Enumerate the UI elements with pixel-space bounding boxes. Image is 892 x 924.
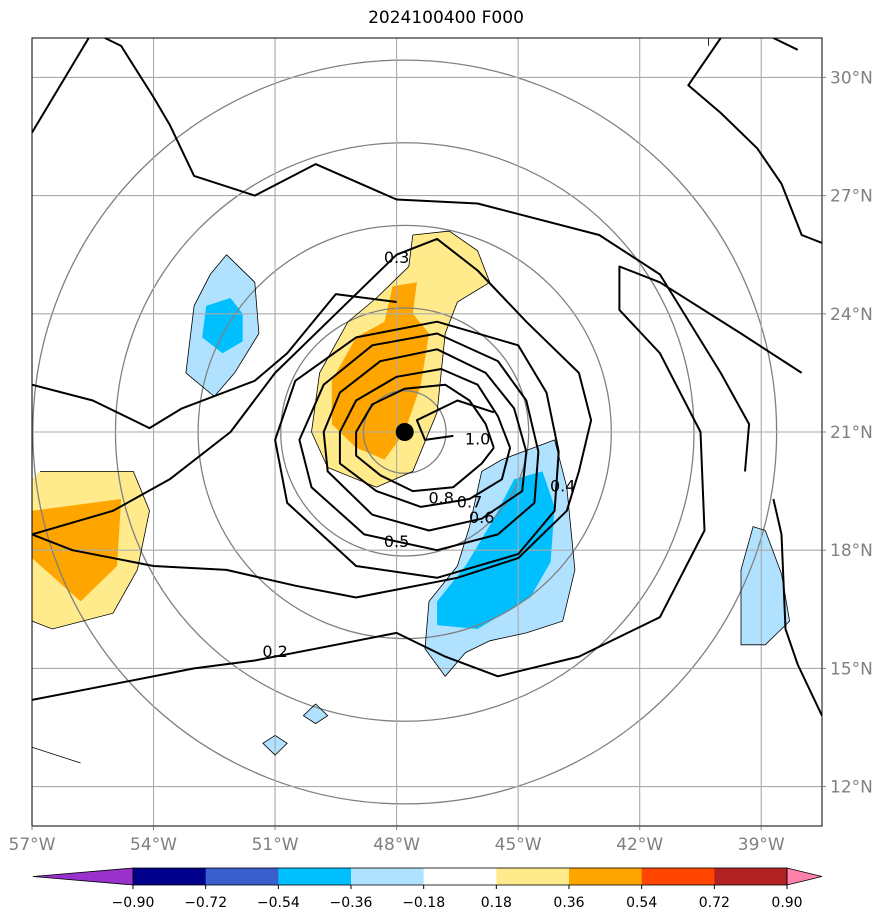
colorbar-segment: [351, 868, 425, 885]
colorbar-label: 0.90: [771, 895, 802, 911]
contour-line: [687, 38, 822, 244]
contour-line: [274, 320, 560, 579]
y-tick-label: 18°N: [830, 541, 873, 561]
contour-label: 0.2: [262, 642, 287, 661]
colorbar-segment: [133, 868, 207, 885]
colorbar-label: 0.18: [481, 895, 512, 911]
colorbar-segment: [205, 868, 279, 885]
colorbar: −0.90 −0.72 −0.54 −0.36 −0.18 0.18 0.36 0.54 0.7…: [32, 867, 823, 911]
colorbar-segment: [278, 868, 352, 885]
contour-line: [104, 38, 751, 472]
colorbar-extend-high: [786, 867, 823, 886]
y-tick-label: 30°N: [830, 68, 873, 88]
x-tick-label: 42°W: [616, 835, 663, 855]
colorbar-segment: [496, 868, 570, 885]
contour-line: [32, 237, 593, 599]
shading-outline: [311, 230, 491, 488]
contour-label: 0.8: [428, 488, 453, 507]
y-tick-label: 24°N: [830, 305, 873, 325]
colorbar-segment: [641, 868, 715, 885]
contour-line: [32, 265, 803, 701]
colorbar-label: −0.90: [112, 895, 155, 911]
x-tick-label: 39°W: [738, 835, 785, 855]
contour-line: [338, 368, 512, 508]
thin-line: [32, 746, 81, 764]
colorbar-frame: [132, 867, 788, 886]
contour-labels: 1.0 0.8 0.70.6 0.5 0.4 0.3 0.2: [262, 248, 575, 661]
contour-lines: [32, 38, 822, 717]
colorbar-label: 0.36: [553, 895, 584, 911]
y-tick-label: 27°N: [830, 187, 873, 207]
colorbar-segment: [423, 868, 497, 885]
contour-label: 0.6: [469, 508, 494, 527]
contour-line: [298, 332, 540, 552]
colorbar-label: −0.18: [402, 895, 445, 911]
contour-line: [355, 383, 495, 493]
contour-line: [772, 498, 822, 717]
x-tick-label: 45°W: [495, 835, 542, 855]
colorbar-segment: [714, 868, 788, 885]
chart-title: 2024100400 F000: [368, 8, 524, 28]
colorbar-label: −0.54: [257, 895, 300, 911]
colorbar-segment: [569, 868, 643, 885]
contour-line: [32, 38, 90, 134]
shaded-region: [303, 703, 328, 724]
y-tick-label: 15°N: [830, 659, 873, 679]
contour-label: 0.5: [384, 532, 409, 551]
contour-label: 0.4: [550, 477, 575, 496]
shaded-region: [741, 526, 790, 645]
y-axis-ticks: 12°N 15°N 18°N 21°N 24°N 27°N 30°N: [822, 68, 873, 798]
colorbar-label: −0.36: [330, 895, 373, 911]
x-tick-label: 51°W: [252, 835, 299, 855]
shading-outline: [424, 439, 576, 677]
contour-line: [415, 399, 495, 441]
contour-label: 0.7: [457, 492, 482, 511]
y-tick-label: 21°N: [830, 423, 873, 443]
shading-outline: [262, 735, 288, 756]
center-dot: [395, 423, 414, 441]
shading-outline: [302, 703, 329, 725]
contour-line: [32, 293, 397, 430]
colorbar-label: 0.54: [626, 895, 657, 911]
contour-line: [772, 38, 799, 51]
x-axis-ticks: 57°W 54°W 51°W 48°W 45°W 42°W 39°W: [9, 826, 785, 855]
x-tick-label: 48°W: [373, 835, 420, 855]
colorbar-label: −0.72: [184, 895, 227, 911]
contour-line: [322, 348, 528, 532]
contour-label: 1.0: [465, 429, 490, 448]
x-tick-label: 57°W: [9, 835, 56, 855]
contour-label: 0.3: [384, 248, 409, 267]
colorbar-label: 0.72: [699, 895, 730, 911]
colorbar-extend-low: [32, 867, 134, 886]
storm-center-marker: [395, 423, 414, 441]
shaded-region: [331, 282, 429, 460]
shaded-region: [202, 298, 243, 354]
x-tick-label: 54°W: [130, 835, 177, 855]
shading-outline: [32, 470, 150, 630]
lat-lon-grid: [32, 38, 822, 826]
y-tick-label: 12°N: [830, 778, 873, 798]
